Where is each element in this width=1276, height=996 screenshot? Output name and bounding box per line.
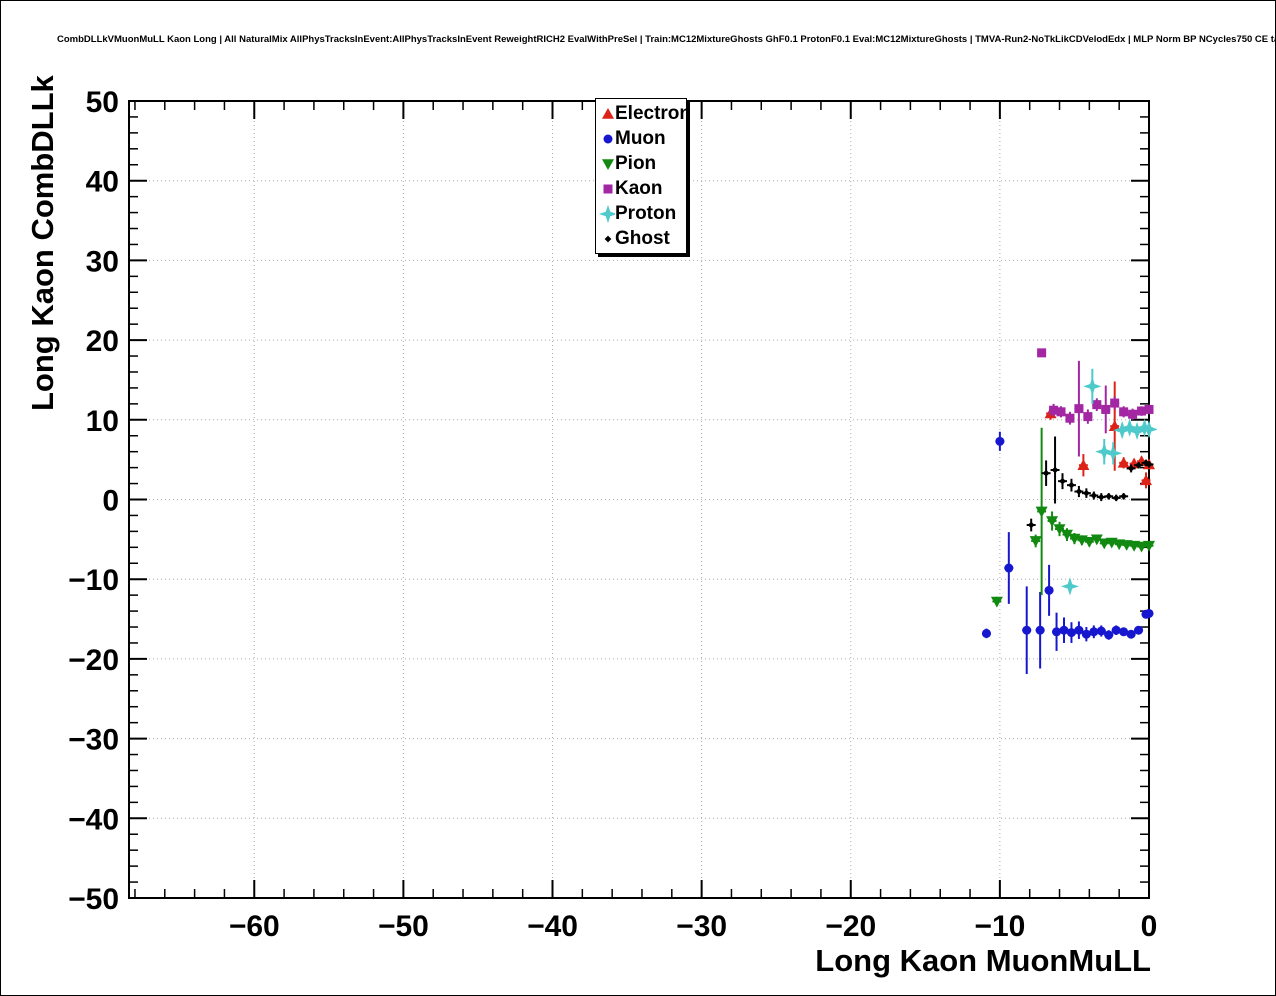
- x-tick-label: −40: [527, 910, 578, 943]
- legend-item-proton: Proton: [599, 201, 686, 226]
- pion-marker-icon: [599, 155, 615, 173]
- legend-label: Pion: [615, 153, 657, 174]
- legend-label: Ghost: [615, 228, 670, 249]
- series-pion: [990, 427, 1155, 608]
- tick-labels: −60 −50 −40 −30 −20 −10 0 −50 −40 −30 −20 −10 0 10 20 3…: [68, 86, 1157, 943]
- series-kaon: [1037, 348, 1154, 457]
- x-tick-label: −20: [825, 910, 876, 943]
- legend-item-muon: Muon: [599, 126, 686, 151]
- legend-box: Electron Muon Pion Kaon Proton Ghost: [595, 98, 691, 254]
- series-proton: [1060, 368, 1157, 596]
- legend-label: Proton: [615, 203, 677, 224]
- y-tick-label: −40: [68, 803, 119, 836]
- proton-marker-icon: [599, 204, 615, 223]
- x-tick-label: −50: [378, 910, 429, 943]
- y-tick-label: 20: [86, 325, 119, 358]
- series-muon: [981, 431, 1154, 675]
- legend-item-kaon: Kaon: [599, 176, 686, 201]
- y-tick-label: −50: [68, 883, 119, 916]
- legend-item-pion: Pion: [599, 151, 686, 176]
- series-ghost: [1026, 436, 1154, 532]
- y-tick-label: −10: [68, 564, 119, 597]
- y-tick-label: −20: [68, 644, 119, 677]
- y-tick-label: 30: [86, 245, 119, 278]
- electron-marker-icon: [599, 105, 615, 123]
- kaon-marker-icon: [599, 180, 615, 198]
- legend-item-ghost: Ghost: [599, 226, 686, 251]
- y-tick-label: 0: [102, 485, 119, 518]
- muon-marker-icon: [599, 130, 615, 148]
- legend-label: Kaon: [615, 178, 663, 199]
- y-axis-title: Long Kaon CombDLLk: [25, 75, 60, 411]
- x-tick-label: 0: [1141, 910, 1158, 943]
- y-tick-label: 40: [86, 166, 119, 199]
- legend-label: Muon: [615, 128, 666, 149]
- legend-label: Electron: [615, 103, 692, 124]
- ghost-marker-icon: [599, 230, 615, 248]
- x-tick-label: −60: [229, 910, 280, 943]
- x-axis-title: Long Kaon MuonMuLL: [815, 943, 1151, 978]
- y-tick-label: −30: [68, 724, 119, 757]
- y-tick-label: 50: [86, 86, 119, 119]
- x-tick-label: −30: [676, 910, 727, 943]
- x-tick-label: −10: [974, 910, 1025, 943]
- plot-title: CombDLLkVMuonMuLL Kaon Long | All Natura…: [57, 34, 1275, 45]
- data-series: [981, 348, 1157, 675]
- legend-item-electron: Electron: [599, 101, 691, 126]
- y-tick-label: 10: [86, 405, 119, 438]
